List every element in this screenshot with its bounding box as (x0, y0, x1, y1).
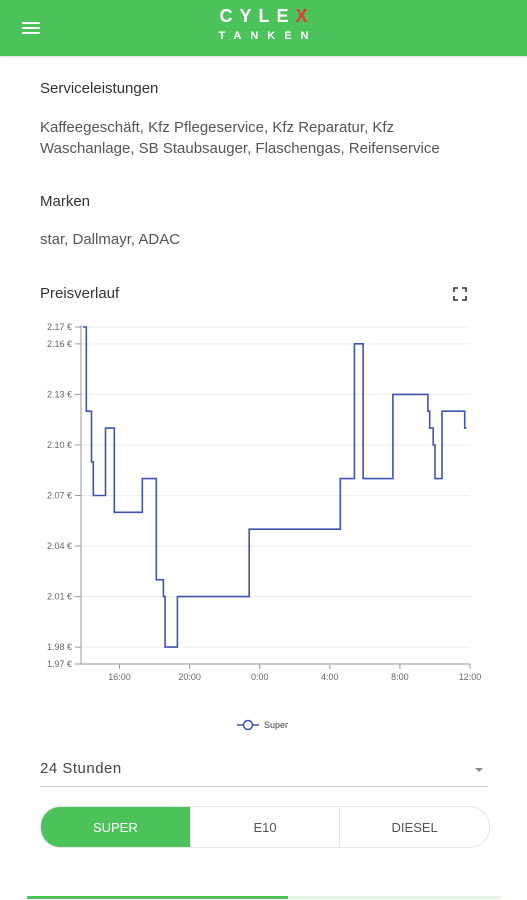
chart-legend[interactable]: Super (237, 719, 288, 731)
legend-label-super: Super (264, 720, 288, 730)
logo-subtext: TANKEN (218, 30, 318, 42)
x-tick-label: 16:00 (108, 672, 131, 682)
price-chart: 2.17 € 2.16 € 2.13 € 2.10 € 2.07 € 2.04 € 2.01… (47, 322, 481, 731)
tab-e10[interactable]: E10 (189, 807, 340, 847)
tab-diesel[interactable]: DIESEL (339, 807, 489, 847)
fullscreen-icon (453, 287, 467, 301)
price-history-title: Preisverlauf (40, 285, 120, 302)
y-tick-label: 2.13 € (47, 389, 72, 399)
app-header: CYLEX TANKEN (0, 0, 527, 56)
fullscreen-button[interactable] (451, 285, 469, 303)
y-tick-label: 2.17 € (47, 322, 72, 332)
services-text: Kaffeegeschäft, Kfz Pflegeservice, Kfz R… (40, 119, 440, 157)
logo-text-main: CYLE (219, 6, 296, 26)
x-tick-label: 20:00 (178, 672, 201, 682)
x-tick-label: 8:00 (391, 672, 409, 682)
tab-super[interactable]: SUPER (41, 807, 190, 847)
caret-down-icon (475, 768, 483, 772)
fuel-type-tabs: SUPER E10 DIESEL (40, 806, 490, 848)
cylex-tanken-logo[interactable]: CYLEX TANKEN (0, 6, 527, 43)
x-tick-label: 0:00 (251, 672, 269, 682)
x-tick-label: 4:00 (321, 672, 339, 682)
y-tick-label: 2.10 € (47, 440, 72, 450)
y-tick-label: 2.07 € (47, 491, 72, 501)
chart-axes: 2.17 € 2.16 € 2.13 € 2.10 € 2.07 € 2.04 € 2.01… (47, 322, 481, 682)
brands-title: Marken (40, 193, 91, 210)
y-tick-label: 2.16 € (47, 339, 72, 349)
time-range-dropdown[interactable]: 24 Stunden (40, 756, 488, 787)
hamburger-menu-icon (22, 22, 40, 34)
loading-progress-bar (27, 896, 501, 899)
y-tick-label: 2.04 € (47, 541, 72, 551)
y-tick-label: 2.01 € (47, 592, 72, 602)
chart-series (82, 326, 467, 648)
services-title: Serviceleistungen (40, 80, 159, 97)
logo-text-x: X (295, 6, 315, 26)
y-tick-label: 1.98 € (47, 642, 72, 652)
legend-marker (242, 719, 254, 731)
chart-grid (81, 326, 470, 665)
loading-progress-fill (27, 896, 288, 899)
time-range-value: 24 Stunden (40, 760, 122, 777)
menu-button[interactable] (16, 14, 46, 42)
y-tick-label: 1.97 € (47, 659, 72, 669)
x-tick-label: 12:00 (459, 672, 482, 682)
series-line-super (82, 326, 467, 648)
brands-text: star, Dallmayr, ADAC (40, 231, 181, 248)
